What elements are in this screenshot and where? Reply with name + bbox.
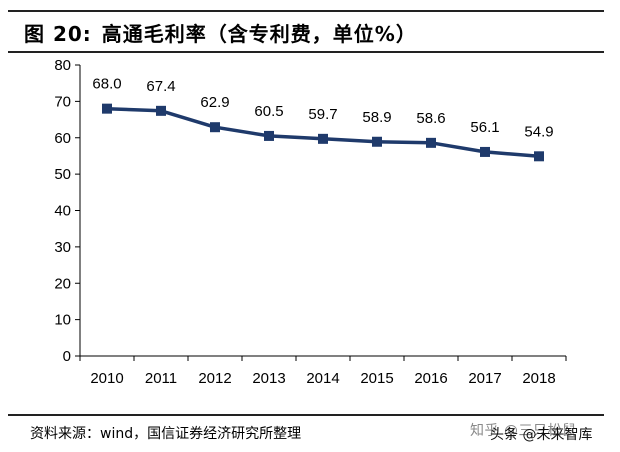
- title-text: 高通毛利率（含专利费，单位%）: [101, 22, 417, 46]
- data-label: 56.1: [470, 119, 499, 136]
- data-point: [372, 136, 382, 147]
- chart-title: 图 20: 高通毛利率（含专利费，单位%）: [24, 18, 417, 47]
- x-tick-label: 2017: [468, 370, 501, 387]
- data-label: 54.9: [524, 123, 553, 140]
- x-tick-label: 2014: [306, 370, 339, 387]
- data-label: 60.5: [254, 103, 283, 120]
- title-rule: [8, 51, 604, 53]
- x-tick-label: 2016: [414, 370, 447, 387]
- x-tick-label: 2012: [198, 370, 231, 387]
- data-label: 62.9: [200, 94, 229, 111]
- data-point: [264, 130, 274, 141]
- data-point: [534, 151, 544, 162]
- data-point: [156, 105, 166, 116]
- figure-label: 图 20:: [24, 22, 92, 46]
- y-tick-label: 0: [63, 348, 71, 365]
- data-point: [426, 137, 436, 148]
- data-label: 59.7: [308, 106, 337, 123]
- data-label: 67.4: [146, 78, 175, 95]
- y-tick-label: 40: [54, 203, 71, 220]
- x-tick-label: 2018: [522, 370, 555, 387]
- data-label: 58.6: [416, 110, 445, 127]
- x-tick-label: 2013: [252, 370, 285, 387]
- y-tick-label: 20: [54, 275, 71, 292]
- data-point: [102, 103, 112, 114]
- watermark: 头条 @未来智库: [490, 427, 593, 443]
- y-tick-label: 50: [54, 166, 71, 183]
- data-point: [480, 146, 490, 157]
- y-tick-label: 80: [54, 57, 71, 74]
- y-tick-label: 60: [54, 130, 71, 147]
- y-tick-label: 70: [54, 93, 71, 110]
- y-tick-label: 30: [54, 239, 71, 256]
- data-point: [318, 133, 328, 144]
- source-note: 资料来源：wind，国信证券经济研究所整理: [30, 426, 302, 442]
- data-label: 68.0: [92, 76, 121, 93]
- x-tick-label: 2010: [90, 370, 123, 387]
- data-label: 58.9: [362, 109, 391, 126]
- x-tick-label: 2011: [145, 370, 177, 387]
- bottom-rule: [8, 414, 604, 416]
- data-point: [210, 122, 220, 133]
- watermark-faint: 知乎 @三只松鼠: [470, 423, 577, 439]
- top-rule: [8, 10, 604, 12]
- x-tick-label: 2015: [360, 370, 393, 387]
- y-tick-label: 10: [54, 312, 71, 329]
